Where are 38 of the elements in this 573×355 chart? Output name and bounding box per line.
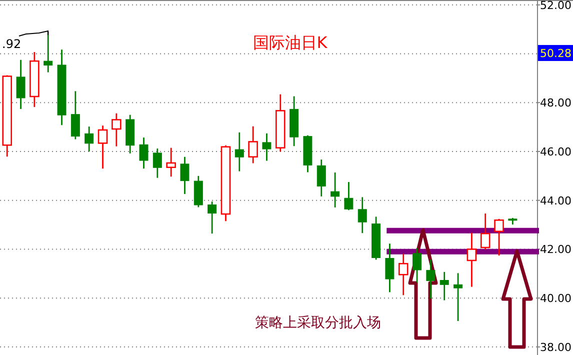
candlestick	[440, 271, 449, 301]
y-tick-label: 40.00	[540, 292, 572, 306]
candlestick	[290, 96, 299, 147]
y-tick-label: 52.00	[540, 0, 572, 12]
y-tick-label: 38.00	[540, 340, 572, 354]
candlestick	[248, 126, 258, 164]
candlestick	[330, 172, 340, 208]
candlestick	[152, 148, 162, 179]
text: 50.28	[540, 47, 572, 60]
candlestick	[98, 124, 108, 170]
candlestick	[466, 232, 477, 288]
candlestick	[166, 147, 176, 178]
candlestick	[112, 112, 122, 148]
candlestick	[70, 90, 80, 140]
candlestick	[208, 200, 217, 234]
candlestick	[180, 156, 190, 195]
candlestick	[16, 59, 26, 110]
candlestick	[84, 126, 94, 152]
annotation: 策略上采取分批入场	[255, 315, 381, 331]
candlestick	[358, 196, 367, 234]
candlestick	[57, 48, 66, 126]
y-tick-label: 42.00	[540, 243, 572, 256]
y-tick-label: 48.00	[540, 96, 572, 110]
y-tick-label: 44.00	[540, 194, 572, 208]
candlestick	[426, 259, 436, 300]
candlestick	[30, 51, 40, 108]
candlestick	[139, 136, 148, 170]
candlestick	[126, 114, 135, 154]
text: 国际油日K	[252, 33, 328, 52]
annotation: .92	[2, 37, 22, 51]
candlestick	[398, 253, 408, 296]
candlestick	[262, 132, 272, 162]
y-tick-label: 46.00	[540, 145, 572, 158]
candlestick	[454, 272, 463, 322]
candlestick	[385, 242, 394, 293]
candlestick	[316, 158, 326, 198]
candlestick	[44, 30, 53, 74]
candlestick	[234, 132, 244, 172]
